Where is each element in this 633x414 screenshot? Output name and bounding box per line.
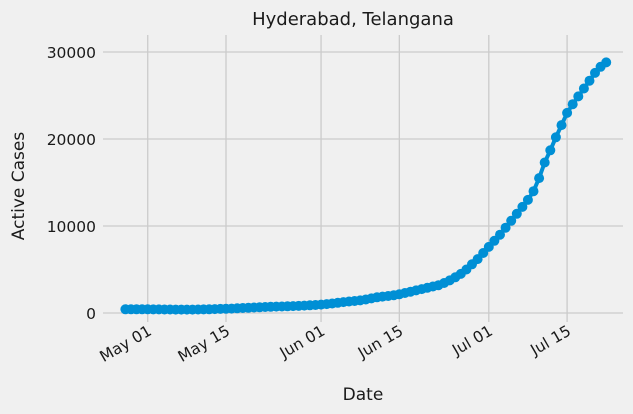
x-tick-label: Jul 15	[527, 322, 574, 360]
x-tick-label: Jun 01	[276, 322, 328, 363]
data-point	[495, 229, 505, 240]
data-point	[567, 99, 578, 110]
data-point	[534, 173, 545, 184]
data-point	[522, 194, 533, 205]
x-tick-label: May 15	[175, 322, 233, 366]
data-point	[517, 201, 528, 212]
grid	[103, 35, 623, 322]
data-point	[601, 57, 612, 68]
data-point	[578, 83, 589, 94]
y-tick-label: 30000	[47, 44, 96, 62]
data-point	[545, 145, 556, 156]
x-axis-label: Date	[343, 385, 384, 405]
x-tick-label: May 01	[97, 322, 155, 366]
y-tick-label: 0	[86, 305, 96, 323]
data-point	[506, 215, 517, 226]
y-tick-label: 20000	[47, 131, 96, 149]
data-point	[562, 107, 573, 118]
data-point	[556, 120, 567, 131]
plot-background	[103, 35, 623, 323]
series-layer	[120, 57, 612, 315]
data-point	[511, 208, 522, 219]
chart-title: Hyderabad, Telangana	[252, 9, 454, 30]
data-point	[573, 91, 584, 102]
data-point	[550, 132, 561, 143]
data-point	[584, 75, 595, 86]
y-axis-label: Active Cases	[9, 132, 29, 241]
data-point	[500, 222, 511, 233]
y-tick-label: 10000	[47, 218, 96, 236]
data-point	[539, 157, 550, 168]
x-tick-label: Jul 01	[448, 322, 495, 360]
x-tick-label: Jun 15	[354, 322, 406, 363]
data-point	[528, 186, 539, 197]
